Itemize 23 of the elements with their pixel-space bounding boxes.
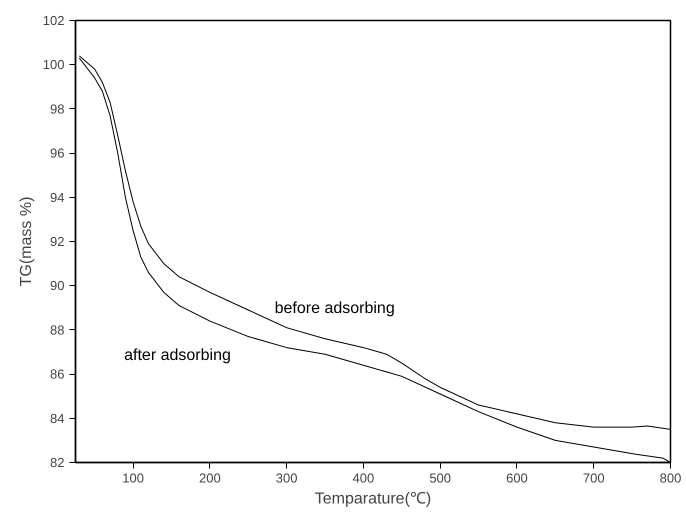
y-tick-label: 100: [42, 57, 65, 72]
x-axis-title: Temparature(℃): [314, 490, 432, 508]
x-tick-label: 700: [582, 470, 605, 486]
x-tick-label: 100: [122, 470, 144, 486]
x-tick-label: 500: [429, 470, 452, 486]
x-tick-label: 300: [276, 470, 298, 486]
y-tick-label: 86: [50, 366, 65, 382]
x-tick-label: 400: [352, 470, 374, 486]
y-tick-label: 92: [50, 234, 65, 249]
y-tick-label: 94: [50, 190, 65, 205]
y-tick-label: 90: [50, 278, 65, 294]
x-tick-label: 200: [199, 470, 221, 486]
y-axis-title: TG(mass %): [18, 196, 35, 286]
y-tick-label: 102: [42, 13, 65, 28]
y-tick-label: 82: [50, 455, 65, 470]
y-tick-label: 88: [50, 322, 65, 338]
series-label: before adsorbing: [274, 300, 395, 318]
series-label: after adsorbing: [124, 347, 231, 364]
x-tick-label: 800: [660, 470, 682, 486]
y-tick-label: 96: [50, 146, 65, 161]
y-tick-label: 84: [50, 410, 65, 426]
x-tick-label: 600: [506, 470, 528, 486]
y-tick-label: 98: [50, 101, 65, 116]
